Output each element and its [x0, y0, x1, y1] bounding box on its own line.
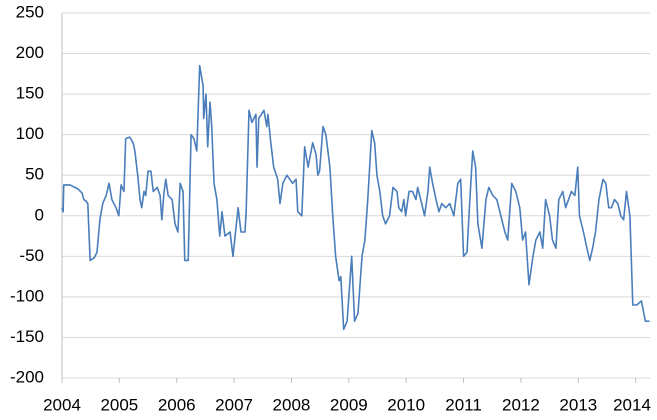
x-tick-label: 2007	[215, 395, 253, 414]
y-tick-label: 50	[25, 165, 44, 184]
y-tick-label: 200	[16, 43, 44, 62]
data-line	[61, 64, 650, 331]
y-tick-label: -200	[10, 367, 44, 386]
x-tick-label: 2004	[43, 395, 81, 414]
x-tick-label: 2013	[559, 395, 597, 414]
x-tick-label: 2009	[330, 395, 368, 414]
y-tick-label: 100	[16, 124, 44, 143]
x-tick-label: 2008	[273, 395, 311, 414]
x-tick-label: 2010	[387, 395, 425, 414]
y-tick-label: 250	[16, 2, 44, 21]
x-tick-label: 2006	[158, 395, 196, 414]
x-tick-label: 2012	[502, 395, 540, 414]
y-tick-label: -100	[10, 286, 44, 305]
y-tick-label: -150	[10, 327, 44, 346]
y-tick-label: 150	[16, 84, 44, 103]
x-tick-label: 2011	[445, 395, 482, 414]
y-tick-label: 0	[35, 205, 44, 224]
y-tick-label: -50	[19, 246, 44, 265]
x-tick-label: 2005	[100, 395, 138, 414]
x-tick-label: 2014	[613, 395, 651, 414]
